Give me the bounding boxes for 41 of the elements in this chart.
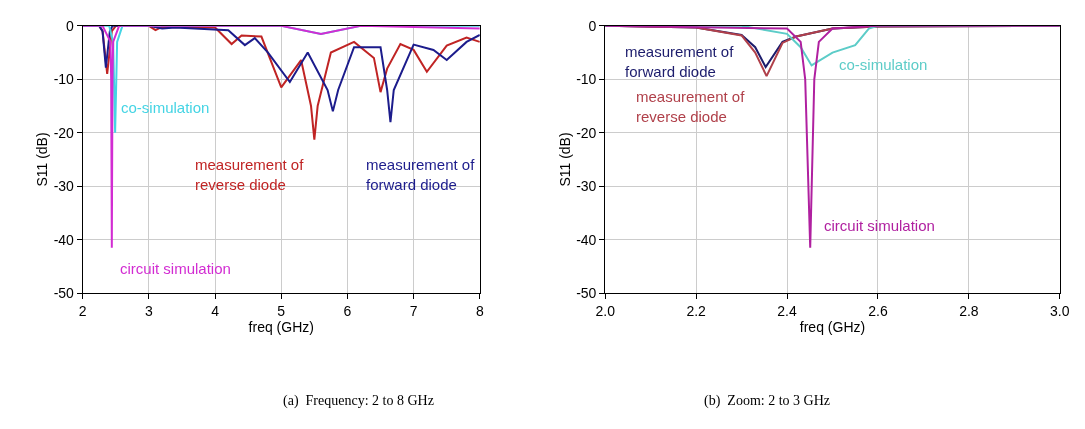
x-tick-label: 6 bbox=[343, 302, 352, 319]
series-label: measurement of forward diode bbox=[625, 43, 735, 80]
y-tick-label: -10 bbox=[53, 71, 75, 88]
line-series bbox=[605, 25, 1060, 249]
x-tick-label: 3 bbox=[144, 302, 153, 319]
x-tick-label: 4 bbox=[211, 302, 220, 319]
y-tick-label: 0 bbox=[588, 17, 597, 34]
x-tick-label: 2.4 bbox=[777, 302, 797, 319]
x-tick-label: 2.2 bbox=[686, 302, 707, 319]
x-axis-title: freq (GHz) bbox=[248, 319, 314, 336]
x-tick-label: 2.0 bbox=[595, 302, 616, 319]
line-series bbox=[82, 25, 480, 249]
x-tick-label: 3.0 bbox=[1050, 302, 1070, 319]
y-tick-label: -30 bbox=[53, 178, 75, 195]
y-tick-label: -50 bbox=[53, 285, 75, 301]
y-axis-title: S11 (dB) bbox=[556, 132, 573, 187]
y-tick-label: -20 bbox=[576, 124, 597, 141]
text: (a) Frequency: 2 to 8 GHz bbox=[283, 393, 434, 409]
text: (b) Zoom: 2 to 3 GHz bbox=[704, 393, 830, 409]
series-label: co-simulation bbox=[121, 99, 210, 116]
series-label: co-simulation bbox=[839, 56, 928, 73]
x-tick-label: 7 bbox=[409, 302, 418, 319]
x-tick-label: 5 bbox=[277, 302, 286, 319]
x-tick-label: 2 bbox=[78, 302, 87, 319]
y-tick-label: -30 bbox=[576, 178, 597, 195]
text: measurement of forward diode bbox=[366, 156, 476, 193]
x-tick-label: 2.8 bbox=[959, 302, 979, 319]
y-tick-label: -10 bbox=[576, 71, 597, 88]
series-label: measurement of reverse diode bbox=[636, 88, 746, 125]
y-tick-label: -50 bbox=[576, 285, 597, 301]
y-tick-label: 0 bbox=[66, 17, 75, 34]
x-tick-label: 2.6 bbox=[868, 302, 888, 319]
y-axis-title: S11 (dB) bbox=[34, 132, 51, 187]
y-tick-label: -40 bbox=[53, 231, 75, 248]
x-axis-title: freq (GHz) bbox=[799, 319, 866, 336]
x-tick-label: 8 bbox=[475, 302, 484, 319]
y-tick-label: -20 bbox=[53, 124, 75, 141]
y-tick-label: -40 bbox=[576, 231, 597, 248]
series-label: measurement of reverse diode bbox=[195, 156, 305, 193]
series-label: circuit simulation bbox=[120, 260, 231, 277]
series-label: circuit simulation bbox=[824, 217, 935, 234]
